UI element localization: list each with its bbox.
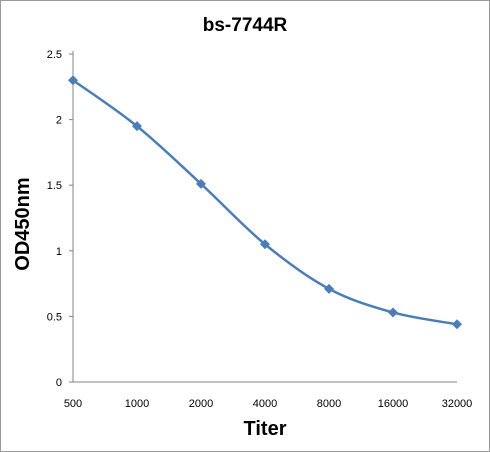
series-group (68, 75, 462, 330)
y-tick-label: 1 (56, 246, 62, 258)
data-point-marker (452, 319, 462, 330)
y-tick-label: 0 (56, 377, 62, 389)
x-tick-label: 8000 (317, 398, 341, 410)
y-tick-label: 2 (56, 115, 62, 127)
y-tick-labels: 0 0.5 1 1.5 2 2.5 (47, 49, 62, 389)
y-axis-title: OD450nm (12, 177, 34, 270)
y-tick-label: 0.5 (47, 311, 62, 323)
data-point-marker (132, 121, 142, 132)
chart-title: bs-7744R (202, 15, 288, 36)
x-tick-labels: 500 1000 2000 4000 8000 16000 32000 (64, 398, 472, 410)
y-tick-label: 1.5 (47, 180, 62, 192)
axes (69, 51, 457, 383)
data-point-marker (68, 75, 78, 86)
y-tick-label: 2.5 (47, 49, 62, 61)
x-tick-label: 500 (64, 398, 82, 410)
series-line (72, 79, 458, 326)
data-point-marker (196, 178, 206, 189)
x-tick-label: 16000 (378, 398, 409, 410)
x-tick-label: 2000 (189, 398, 213, 410)
data-point-marker (324, 283, 334, 294)
x-tick-label: 1000 (125, 398, 149, 410)
x-axis-title: Titer (244, 418, 287, 440)
data-point-marker (260, 239, 270, 250)
x-tick-label: 32000 (442, 398, 473, 410)
x-tick-label: 4000 (253, 398, 277, 410)
data-point-marker (388, 307, 398, 318)
